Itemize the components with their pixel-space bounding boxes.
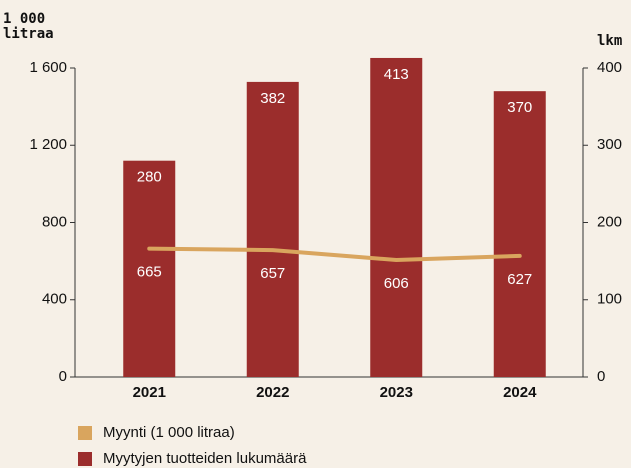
y-tick-label: 0 [59,368,67,385]
bar-value-label: 280 [137,169,162,186]
line-value-label: 627 [507,271,532,288]
legend-label: Myynti (1 000 litraa) [103,424,235,441]
y-axis-title: 1 000 litraa [3,11,54,42]
y2-axis-title: lkm [597,33,623,49]
x-tick-label: 2023 [380,384,413,401]
line-value-label: 606 [384,275,409,292]
bar [246,81,299,377]
y-tick-label: 1 600 [29,59,67,76]
y2-tick-label: 200 [597,213,622,230]
line-value-label: 657 [260,265,285,282]
bar [493,91,546,378]
bar [370,57,423,378]
y2-tick-label: 100 [597,291,622,308]
x-tick-label: 2024 [503,384,537,401]
y-tick-label: 400 [42,291,67,308]
y2-tick-label: 400 [597,59,622,76]
x-tick-label: 2022 [256,384,289,401]
line [147,246,522,262]
x-tick-label: 2021 [133,384,166,401]
bar-value-label: 382 [260,90,285,107]
bar-value-label: 413 [384,66,409,83]
y-tick-label: 800 [42,213,67,230]
legend-swatch [78,426,92,440]
bar-value-label: 370 [507,99,532,116]
y2-tick-label: 0 [597,368,605,385]
legend-swatch [78,452,92,466]
bar [123,160,176,377]
line-value-label: 665 [137,264,162,281]
legend-label: Myytyjen tuotteiden lukumäärä [103,450,307,467]
y-tick-label: 1 200 [29,136,67,153]
y2-tick-label: 300 [597,136,622,153]
